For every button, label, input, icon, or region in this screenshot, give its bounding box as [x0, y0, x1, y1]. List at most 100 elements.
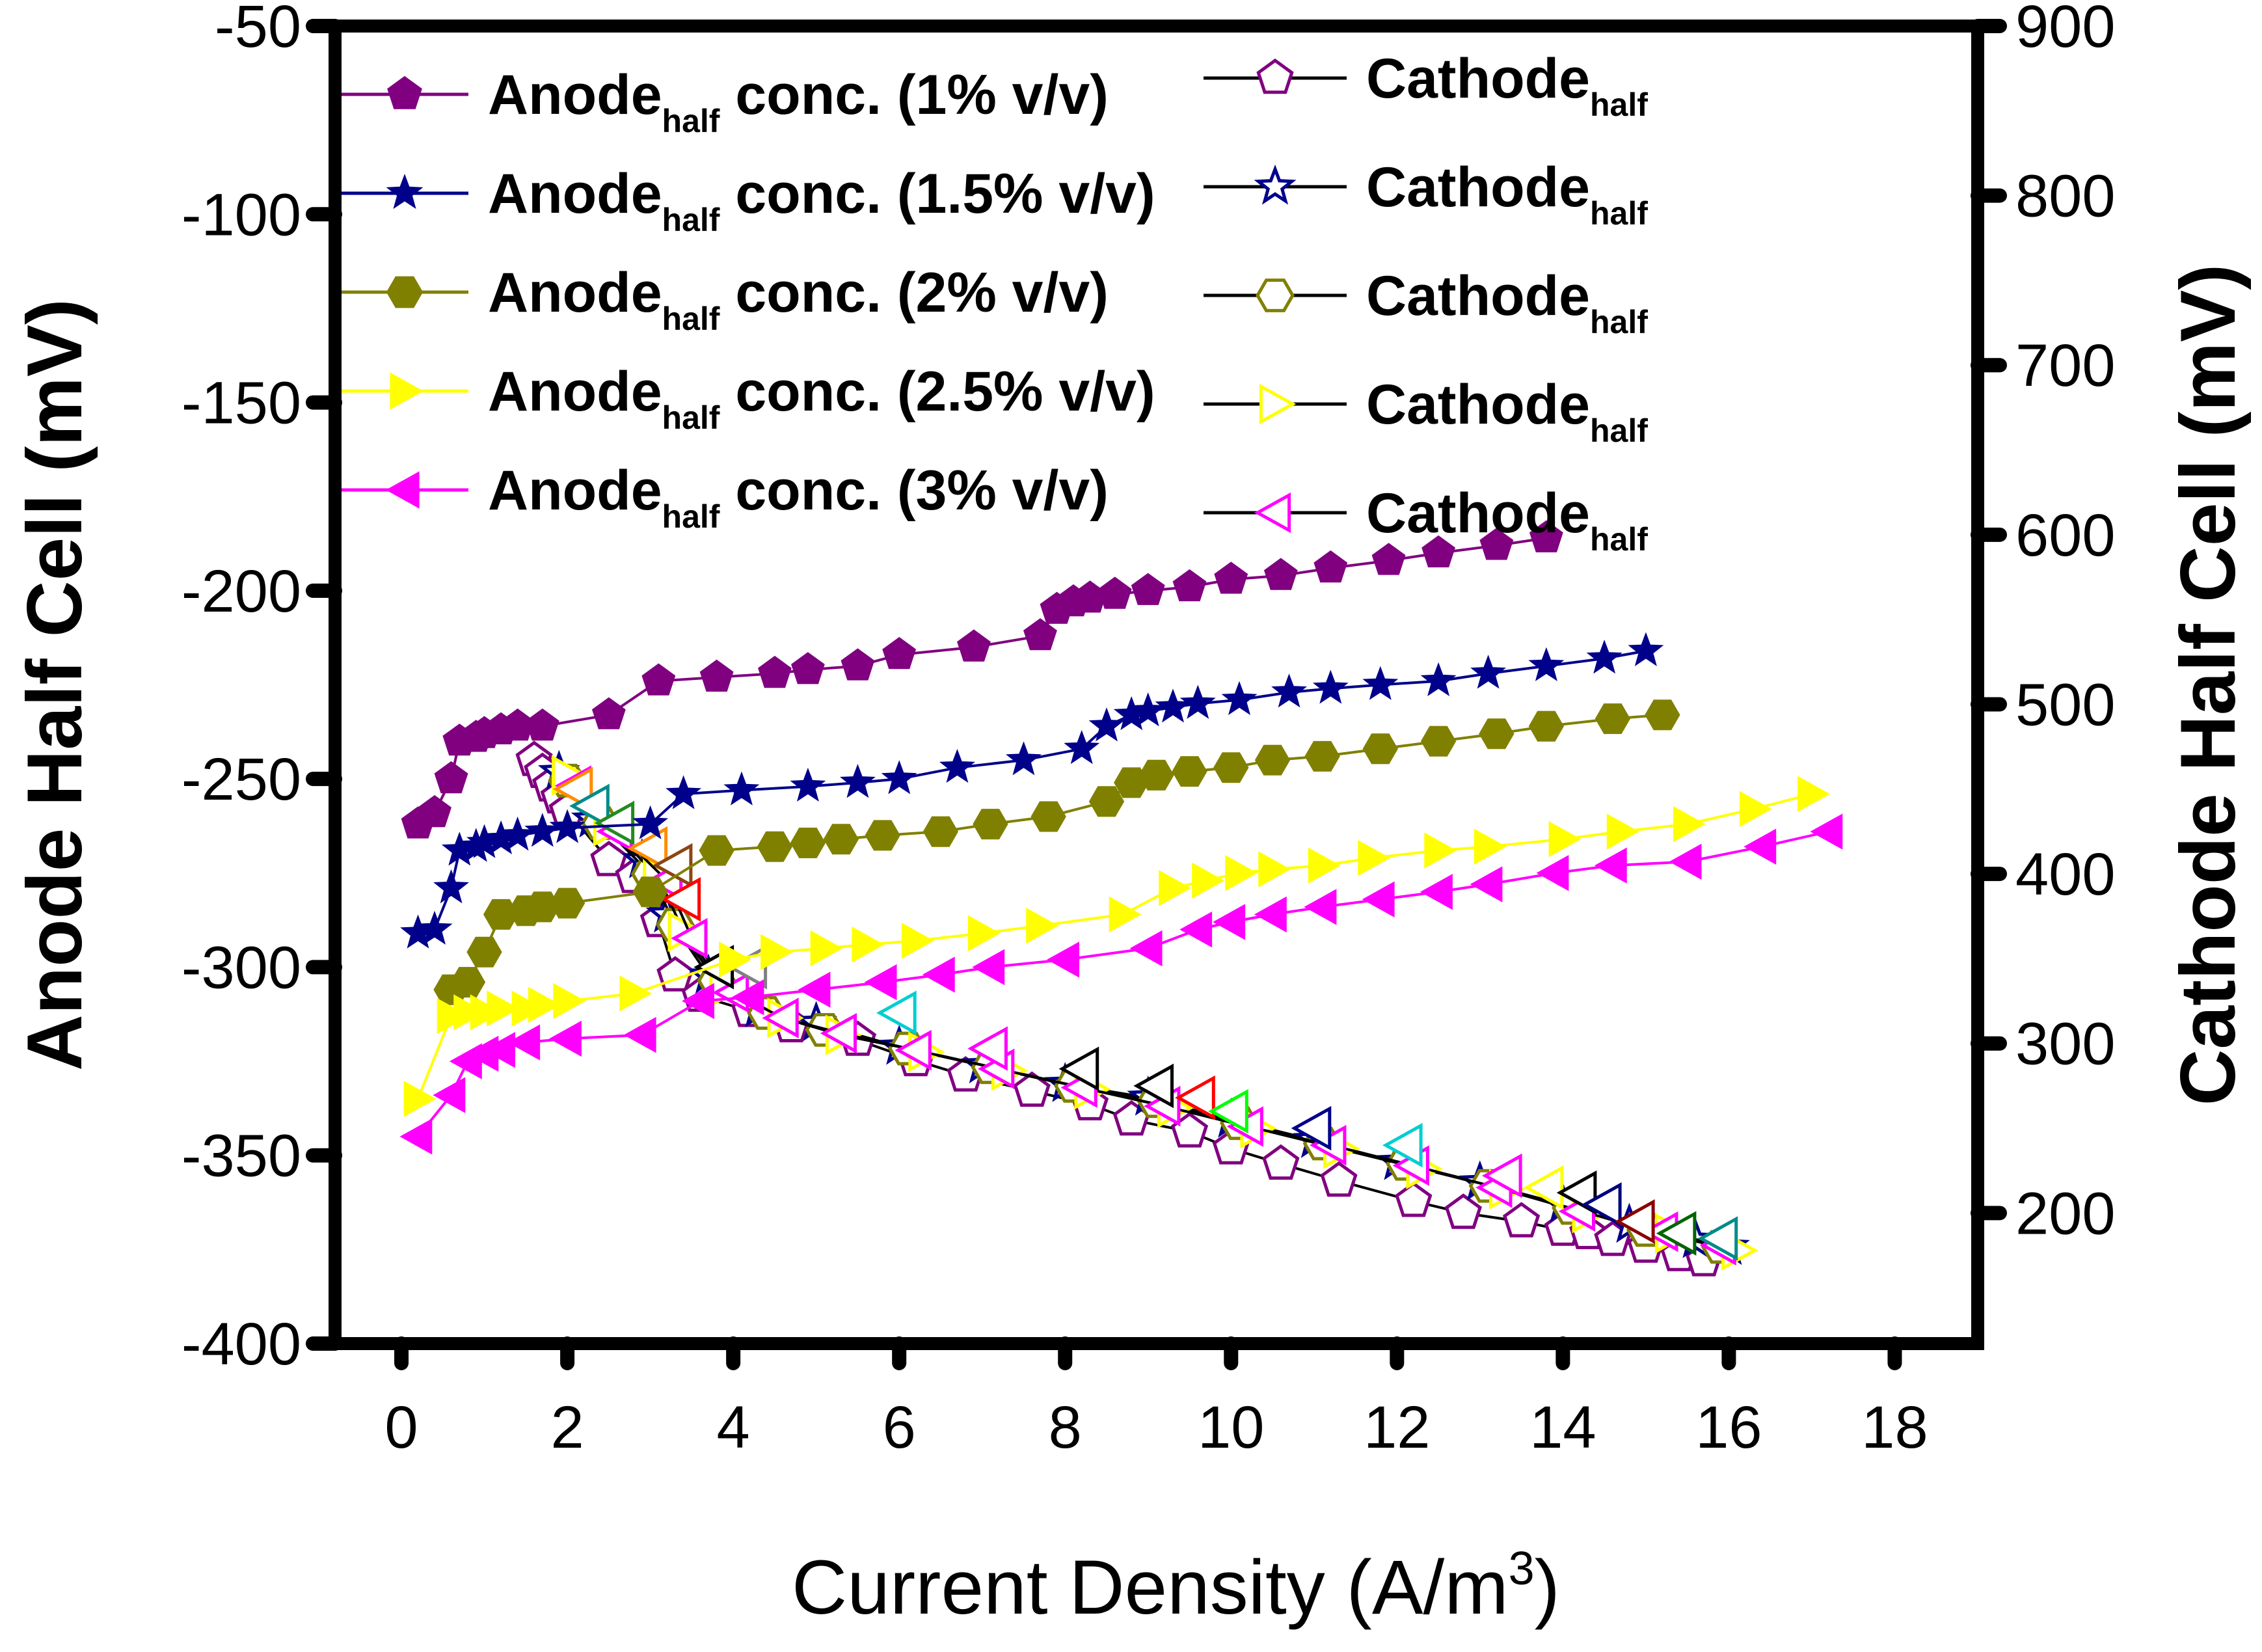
cathode-overlay-point — [1382, 1122, 1423, 1168]
anode-data-point — [487, 990, 520, 1027]
cathode-overlay-point — [660, 876, 701, 922]
anode-data-point — [1088, 707, 1125, 742]
anode-data-point — [1528, 711, 1565, 742]
cathode-data-point — [820, 1012, 857, 1054]
anode-data-point — [403, 1081, 437, 1117]
anode-data-point — [1064, 730, 1100, 765]
anode-data-point — [524, 813, 561, 847]
legend-anode-rest: conc. (3% v/v) — [720, 459, 1108, 522]
anode-data-point — [434, 761, 468, 794]
cathode-overlay-point — [1523, 1165, 1564, 1210]
anode-series-1 — [400, 632, 1664, 949]
anode-data-point — [1548, 821, 1582, 858]
y-left-tick-label: -200 — [182, 558, 301, 625]
anode-data-point — [1129, 930, 1163, 967]
cathode-overlay-point — [1614, 1199, 1655, 1244]
legend-anode-label: Anodehalf conc. (3% v/v) — [488, 459, 1109, 535]
y-left-tick-label: -400 — [182, 1311, 301, 1377]
y-right-tick-label: 600 — [2015, 502, 2116, 569]
anode-data-point — [922, 956, 955, 993]
anode-data-point — [1047, 941, 1079, 978]
anode-data-point — [1023, 618, 1057, 651]
anode-data-point — [500, 817, 536, 851]
cathode-overlay-point — [594, 800, 635, 846]
x-axis-title: Current Density (A/m3) — [792, 1543, 1560, 1631]
legend-cathode-marker — [1259, 383, 1297, 425]
anode-data-point — [852, 927, 885, 963]
anode-data-point — [437, 997, 470, 1035]
anode-data-point — [1371, 543, 1406, 575]
legend-anode-sub: half — [662, 498, 720, 535]
legend-cathode-label: Cathodehalf — [1366, 156, 1648, 232]
legend-cathode-sub: half — [1590, 521, 1648, 558]
legend-cathode-marker — [1256, 58, 1294, 94]
cathode-overlay-point — [569, 783, 610, 829]
y-left-tick-label: -350 — [182, 1123, 301, 1189]
legend-anode-rest: conc. (2.5% v/v) — [720, 360, 1155, 423]
anode-data-point — [1628, 632, 1664, 666]
anode-data-point — [841, 648, 875, 681]
cathode-overlay-point — [1291, 1105, 1332, 1151]
anode-data-point — [1138, 759, 1174, 791]
cathode-data-point — [656, 956, 694, 992]
anode-data-point — [466, 936, 502, 968]
anode-data-point — [1155, 688, 1191, 723]
x-tick-label: 0 — [384, 1394, 418, 1461]
legend-anode-label: Anodehalf conc. (1.5% v/v) — [488, 163, 1155, 238]
anode-data-point — [1420, 725, 1457, 757]
legend: Anodehalf conc. (1% v/v)Anodehalf conc. … — [342, 47, 1648, 558]
anode-data-point — [399, 1118, 433, 1155]
cathode-overlay-point — [1656, 1211, 1697, 1256]
anode-data-point — [973, 809, 1008, 840]
anode-data-point — [1109, 896, 1142, 933]
cathode-data-point — [1395, 1182, 1433, 1217]
anode-data-point — [1420, 662, 1457, 697]
y-left-tick-label: -100 — [182, 182, 301, 248]
cathode-data-point — [590, 841, 628, 876]
anode-data-point — [1313, 550, 1348, 583]
y-axis-left-title: Anode Half Cell (mV) — [11, 299, 98, 1071]
cathode-data-point — [1444, 1193, 1482, 1229]
legend-anode-sub: half — [662, 399, 720, 436]
cathode-overlay-point — [1697, 1216, 1738, 1261]
anode-data-point — [483, 899, 519, 930]
y-right-tick-label: 700 — [2015, 332, 2116, 399]
x-tick-label: 4 — [717, 1394, 750, 1461]
anode-data-point — [1528, 647, 1565, 681]
anode-data-point — [528, 986, 561, 1023]
anode-data-point — [839, 764, 876, 798]
anode-data-point — [1470, 866, 1503, 902]
cathode-data-point — [1170, 1112, 1209, 1148]
cathode-data-point — [671, 917, 708, 959]
x-tick-label: 18 — [1861, 1394, 1928, 1461]
y-right-tick-label: 200 — [2015, 1180, 2116, 1247]
anode-data-point — [1474, 828, 1507, 865]
anode-data-point — [1258, 851, 1291, 887]
cathode-data-point — [1320, 1161, 1358, 1197]
anode-data-point — [761, 934, 793, 970]
legend-cathode-marker — [1254, 164, 1297, 205]
legend-anode-label: Anodehalf conc. (1% v/v) — [488, 64, 1109, 139]
anode-data-point — [1213, 904, 1246, 940]
legend-cathode-main: Cathode — [1366, 156, 1590, 219]
anode-data-point — [632, 876, 668, 908]
anode-data-point — [666, 775, 702, 809]
anode-series-3 — [403, 776, 1830, 1117]
anode-data-point — [1797, 776, 1830, 812]
anode-data-point — [758, 655, 792, 688]
anode-data-point — [699, 835, 734, 866]
series-layer — [399, 520, 1843, 1277]
anode-data-point — [433, 869, 470, 904]
anode-data-point — [1172, 756, 1207, 787]
anode-data-point — [623, 1016, 656, 1053]
y-right-tick-label: 400 — [2015, 841, 2116, 908]
anode-data-point — [1179, 684, 1216, 719]
anode-data-point — [1470, 655, 1507, 689]
anode-data-point — [1130, 692, 1166, 727]
anode-data-point — [1304, 889, 1337, 925]
anode-data-point — [450, 967, 486, 998]
legend-anode-label: Anodehalf conc. (2% v/v) — [488, 262, 1109, 337]
anode-data-point — [972, 949, 1005, 986]
legend-anode-main: Anode — [488, 163, 662, 225]
anode-data-point — [1479, 718, 1515, 750]
